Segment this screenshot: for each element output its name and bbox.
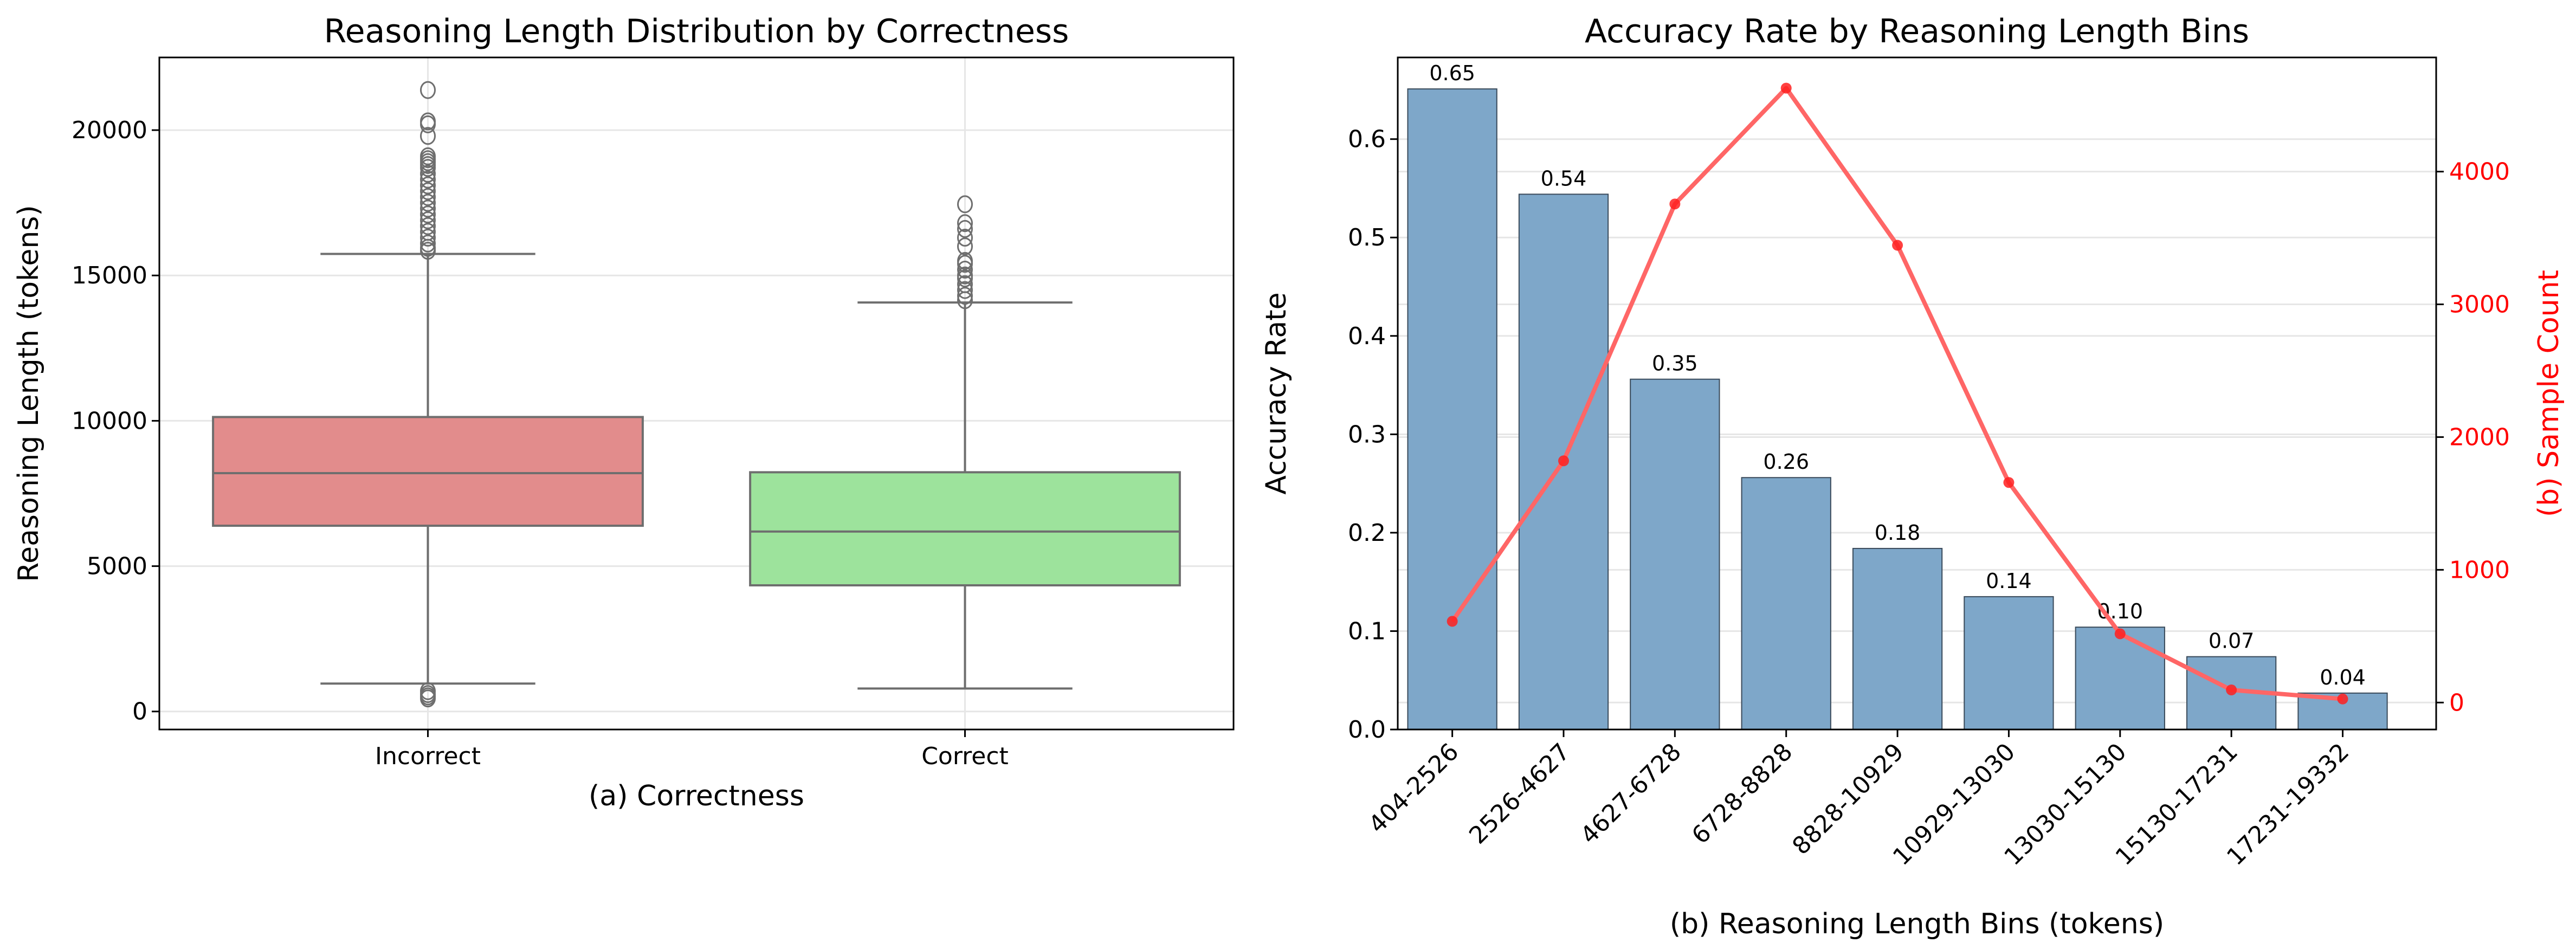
left-xlabel: (a) Correctness — [589, 780, 804, 812]
outlier-point — [420, 188, 436, 206]
y-tick-label: 0.4 — [1348, 322, 1386, 350]
bar-data-label: 0.07 — [2209, 629, 2255, 653]
plot-frame — [158, 56, 1235, 731]
outlier-point — [420, 115, 436, 133]
x-tick-label: 404-2526 — [1364, 738, 1464, 839]
right-y2label: (b) Sample Count — [2533, 270, 2565, 517]
y2-tick-label: 4000 — [2449, 158, 2510, 186]
box-correct — [749, 471, 1181, 586]
outlier-point — [420, 182, 436, 201]
sample-count-marker — [2226, 685, 2237, 696]
outlier-point — [420, 205, 436, 224]
bar-data-label: 0.18 — [1875, 521, 1921, 545]
outlier-point — [957, 287, 973, 305]
x-tick-label: Incorrect — [375, 743, 481, 770]
outlier-point — [420, 176, 436, 195]
sample-count-marker — [1780, 82, 1792, 94]
outlier-point — [957, 214, 973, 233]
right-title: Accuracy Rate by Reasoning Length Bins — [1585, 12, 2249, 50]
y2-tick-label: 2000 — [2449, 423, 2510, 451]
sample-count-marker — [1669, 198, 1681, 210]
plot-frame — [1397, 56, 2437, 731]
outlier-point — [957, 261, 973, 279]
outlier-point — [957, 195, 973, 214]
bar-data-label: 0.14 — [1986, 569, 2032, 593]
sample-count-marker — [1892, 240, 1903, 251]
bar-data-label: 0.65 — [1429, 61, 1475, 85]
bar — [1407, 88, 1497, 730]
y-tick-label: 20000 — [72, 117, 147, 144]
outlier-point — [420, 211, 436, 229]
y2-tick-label: 1000 — [2449, 556, 2510, 584]
y-tick-label: 0.2 — [1348, 519, 1386, 547]
outlier-point — [957, 281, 973, 299]
outlier-point — [420, 159, 436, 177]
y-tick-label: 0 — [132, 698, 147, 726]
x-tick-label: Correct — [921, 743, 1009, 770]
outlier-point — [957, 269, 973, 288]
right-xlabel: (b) Reasoning Length Bins (tokens) — [1670, 908, 2164, 940]
outlier-point — [420, 229, 436, 247]
bar-data-label: 0.26 — [1763, 450, 1809, 474]
y-tick-label: 0.0 — [1348, 716, 1386, 744]
bar-data-label: 0.35 — [1652, 352, 1698, 376]
x-tick-label: 2526-4627 — [1464, 738, 1576, 850]
outlier-point — [420, 234, 436, 253]
sample-count-marker — [2003, 477, 2015, 488]
outlier-point — [957, 229, 973, 247]
outlier-point — [957, 291, 973, 309]
left-ylabel: Reasoning Length (tokens) — [12, 205, 45, 582]
outlier-point — [420, 127, 436, 145]
box-incorrect — [212, 416, 644, 527]
sample-count-marker — [1558, 455, 1569, 467]
y-tick-label: 0.5 — [1348, 224, 1386, 251]
outlier-point — [957, 255, 973, 273]
bar-line-panel: Accuracy Rate by Reasoning Length Bins (… — [1260, 12, 2565, 940]
x-tick-label: 4627-6728 — [1575, 738, 1687, 850]
y-tick-label: 0.3 — [1348, 421, 1386, 448]
sample-count-marker — [1447, 616, 1458, 627]
y-tick-label: 5000 — [87, 553, 147, 580]
y-tick-label: 10000 — [72, 407, 147, 435]
y2-tick-label: 0 — [2449, 689, 2464, 716]
outlier-point — [420, 81, 436, 99]
bar — [1852, 547, 1943, 730]
outlier-point — [420, 689, 436, 708]
sample-count-marker — [2114, 628, 2126, 640]
boxplot-panel: Reasoning Length Distribution by Correct… — [12, 12, 1235, 812]
bar-data-label: 0.04 — [2320, 666, 2366, 689]
outlier-point — [420, 217, 436, 235]
right-ylabel: Accuracy Rate — [1260, 292, 1293, 494]
bar-data-label: 0.54 — [1541, 166, 1587, 190]
left-title: Reasoning Length Distribution by Correct… — [324, 12, 1069, 50]
bar — [1741, 477, 1831, 730]
outlier-point — [957, 237, 973, 256]
x-tick-label: 8828-10929 — [1787, 738, 1909, 860]
y-tick-label: 0.1 — [1348, 617, 1386, 645]
outlier-point — [420, 199, 436, 218]
y2-tick-label: 3000 — [2449, 291, 2510, 319]
bar — [1964, 596, 2054, 730]
outlier-point — [420, 165, 436, 183]
x-tick-label: 6728-8828 — [1687, 738, 1798, 850]
outlier-point — [420, 193, 436, 212]
outlier-point — [420, 170, 436, 189]
outlier-point — [957, 220, 973, 238]
bar — [1630, 378, 1720, 730]
bar — [2075, 627, 2165, 730]
y-tick-label: 0.6 — [1348, 126, 1386, 153]
y-tick-label: 15000 — [72, 262, 147, 289]
sample-count-marker — [2337, 693, 2348, 705]
outlier-point — [420, 242, 436, 260]
